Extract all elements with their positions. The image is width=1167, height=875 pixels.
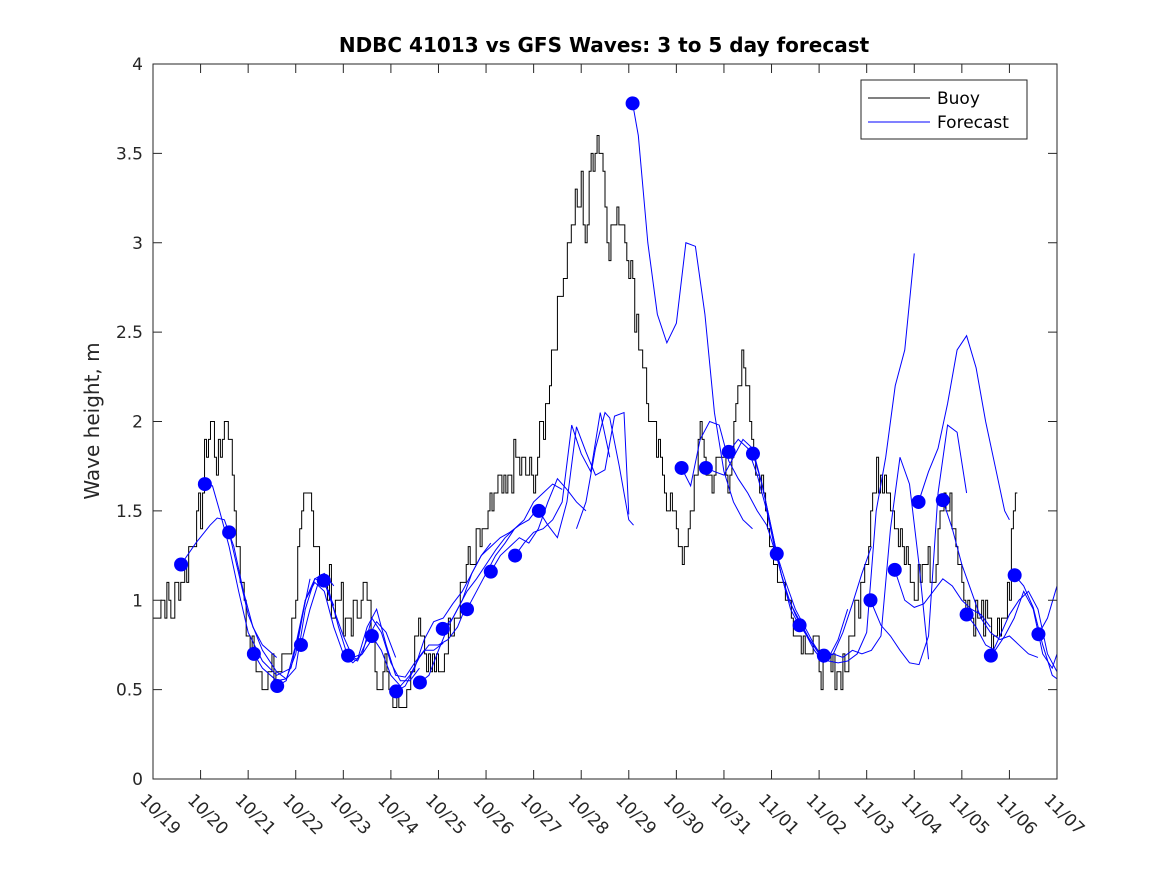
forecast-line bbox=[918, 334, 1010, 521]
y-tick-label: 0.5 bbox=[116, 681, 143, 701]
forecast-marker bbox=[435, 621, 450, 636]
forecast-line bbox=[442, 506, 539, 630]
y-axis-label: Wave height, m bbox=[80, 342, 104, 499]
forecast-marker bbox=[769, 546, 784, 561]
forecast-line bbox=[538, 411, 630, 539]
y-tick-label: 1 bbox=[132, 591, 143, 611]
forecast-marker bbox=[222, 525, 237, 540]
forecast-line bbox=[894, 569, 991, 628]
forecast-marker bbox=[959, 607, 974, 622]
forecast-line bbox=[990, 590, 1058, 672]
forecast-marker bbox=[792, 618, 807, 633]
buoy-line bbox=[153, 135, 1018, 708]
forecast-marker bbox=[1007, 568, 1022, 583]
legend-label-forecast: Forecast bbox=[937, 113, 1009, 133]
forecast-line bbox=[276, 581, 373, 687]
y-axis: 0 0.5 1 1.5 2 2.5 3 3.5 4 bbox=[116, 55, 1057, 790]
forecast-marker bbox=[625, 96, 640, 111]
forecast-line bbox=[575, 411, 634, 529]
forecast-marker bbox=[935, 493, 950, 508]
forecast-marker bbox=[1031, 627, 1046, 642]
forecast-line bbox=[823, 457, 930, 660]
forecast-marker bbox=[174, 557, 189, 572]
legend-label-buoy: Buoy bbox=[937, 89, 980, 109]
forecast-marker bbox=[197, 477, 212, 492]
forecast-marker bbox=[246, 646, 261, 661]
forecast-marker bbox=[721, 444, 736, 459]
forecast-line bbox=[942, 499, 1039, 658]
forecast-marker bbox=[698, 460, 713, 475]
y-tick-label: 4 bbox=[132, 55, 143, 75]
forecast-marker bbox=[483, 564, 498, 579]
forecast-marker bbox=[460, 602, 475, 617]
forecast-line bbox=[514, 412, 611, 556]
forecast-marker bbox=[983, 648, 998, 663]
forecast-marker bbox=[508, 548, 523, 563]
forecast-marker bbox=[389, 684, 404, 699]
y-tick-label: 3.5 bbox=[116, 144, 143, 164]
forecast-marker bbox=[364, 629, 379, 643]
forecast-marker bbox=[316, 573, 331, 588]
forecast-line bbox=[371, 603, 468, 687]
y-tick-label: 2.5 bbox=[116, 323, 143, 343]
forecast-line bbox=[347, 607, 444, 678]
forecast-line bbox=[204, 483, 311, 676]
chart-title: NDBC 41013 vs GFS Waves: 3 to 5 day fore… bbox=[339, 33, 870, 57]
forecast-line bbox=[466, 483, 563, 610]
forecast-marker bbox=[341, 648, 356, 663]
forecast-marker bbox=[674, 460, 689, 475]
forecast-line bbox=[870, 424, 968, 666]
forecast-marker bbox=[745, 446, 760, 461]
forecast-marker bbox=[293, 637, 308, 652]
forecast-line bbox=[681, 420, 777, 556]
marker-layer bbox=[174, 96, 1046, 699]
legend: Buoy Forecast bbox=[860, 79, 1028, 140]
y-tick-label: 0 bbox=[132, 770, 143, 790]
forecast-line bbox=[419, 528, 515, 683]
forecast-marker bbox=[531, 503, 546, 518]
forecast-line bbox=[632, 103, 753, 530]
forecast-line bbox=[490, 477, 587, 572]
legend-box bbox=[860, 79, 1028, 140]
forecast-marker bbox=[863, 593, 878, 608]
forecast-marker bbox=[911, 494, 926, 509]
forecast-marker bbox=[887, 562, 902, 577]
y-tick-label: 2 bbox=[132, 413, 143, 433]
forecast-line bbox=[1014, 574, 1058, 680]
forecast-marker bbox=[270, 679, 285, 694]
y-tick-label: 3 bbox=[132, 234, 143, 254]
y-tick-label: 1.5 bbox=[116, 502, 143, 522]
forecast-line bbox=[966, 590, 1058, 670]
forecast-marker bbox=[816, 648, 831, 663]
forecast-marker bbox=[412, 675, 427, 690]
